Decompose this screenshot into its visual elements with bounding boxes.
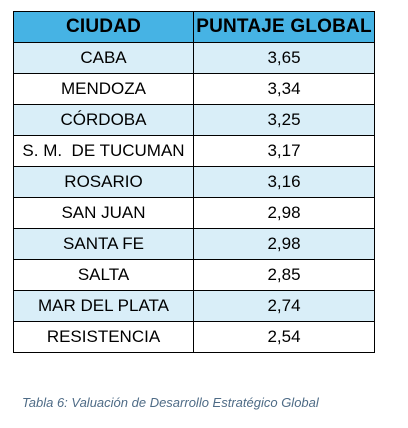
city-cell: MENDOZA (13, 73, 194, 105)
table-row: CÓRDOBA 3,25 (13, 104, 375, 136)
city-cell: SANTA FE (13, 228, 194, 260)
city-cell: ROSARIO (13, 166, 194, 198)
table-row: RESISTENCIA 2,54 (13, 321, 375, 353)
table-header-row: CIUDAD PUNTAJE GLOBAL (13, 11, 375, 43)
score-cell: 2,98 (193, 228, 375, 260)
table-row: S. M. DE TUCUMAN 3,17 (13, 135, 375, 167)
table-row: CABA 3,65 (13, 42, 375, 74)
city-cell: CABA (13, 42, 194, 74)
header-global-score: PUNTAJE GLOBAL (193, 11, 375, 43)
city-cell: SAN JUAN (13, 197, 194, 229)
table-caption: Tabla 6: Valuación de Desarrollo Estraté… (22, 395, 319, 410)
score-cell: 2,98 (193, 197, 375, 229)
score-cell: 2,74 (193, 290, 375, 322)
score-table-container: CIUDAD PUNTAJE GLOBAL CABA 3,65 MENDOZA … (13, 11, 375, 353)
score-cell: 2,85 (193, 259, 375, 291)
table-row: SAN JUAN 2,98 (13, 197, 375, 229)
city-cell: RESISTENCIA (13, 321, 194, 353)
score-cell: 3,17 (193, 135, 375, 167)
table-row: ROSARIO 3,16 (13, 166, 375, 198)
score-cell: 3,34 (193, 73, 375, 105)
table-row: SALTA 2,85 (13, 259, 375, 291)
header-city: CIUDAD (13, 11, 194, 43)
score-table: CIUDAD PUNTAJE GLOBAL CABA 3,65 MENDOZA … (13, 11, 375, 353)
city-cell: CÓRDOBA (13, 104, 194, 136)
score-cell: 3,16 (193, 166, 375, 198)
table-row: SANTA FE 2,98 (13, 228, 375, 260)
score-cell: 2,54 (193, 321, 375, 353)
score-cell: 3,65 (193, 42, 375, 74)
city-cell: S. M. DE TUCUMAN (13, 135, 194, 167)
score-cell: 3,25 (193, 104, 375, 136)
city-cell: SALTA (13, 259, 194, 291)
city-cell: MAR DEL PLATA (13, 290, 194, 322)
table-row: MAR DEL PLATA 2,74 (13, 290, 375, 322)
table-row: MENDOZA 3,34 (13, 73, 375, 105)
